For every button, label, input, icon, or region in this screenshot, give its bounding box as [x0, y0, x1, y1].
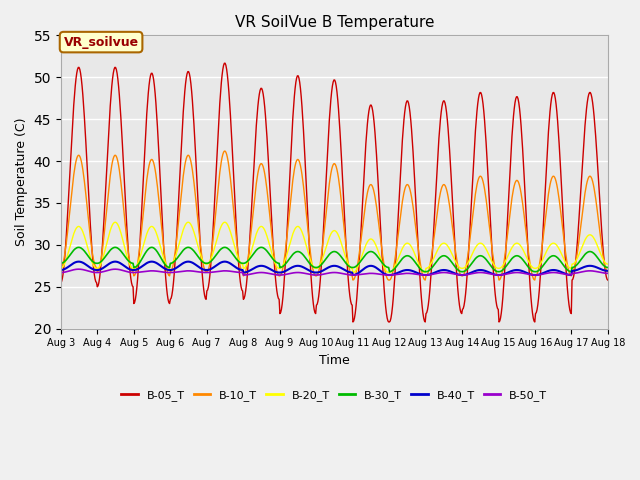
Y-axis label: Soil Temperature (C): Soil Temperature (C) — [15, 118, 28, 246]
Title: VR SoilVue B Temperature: VR SoilVue B Temperature — [234, 15, 434, 30]
X-axis label: Time: Time — [319, 354, 349, 367]
Text: VR_soilvue: VR_soilvue — [63, 36, 139, 48]
Legend: B-05_T, B-10_T, B-20_T, B-30_T, B-40_T, B-50_T: B-05_T, B-10_T, B-20_T, B-30_T, B-40_T, … — [117, 385, 552, 405]
